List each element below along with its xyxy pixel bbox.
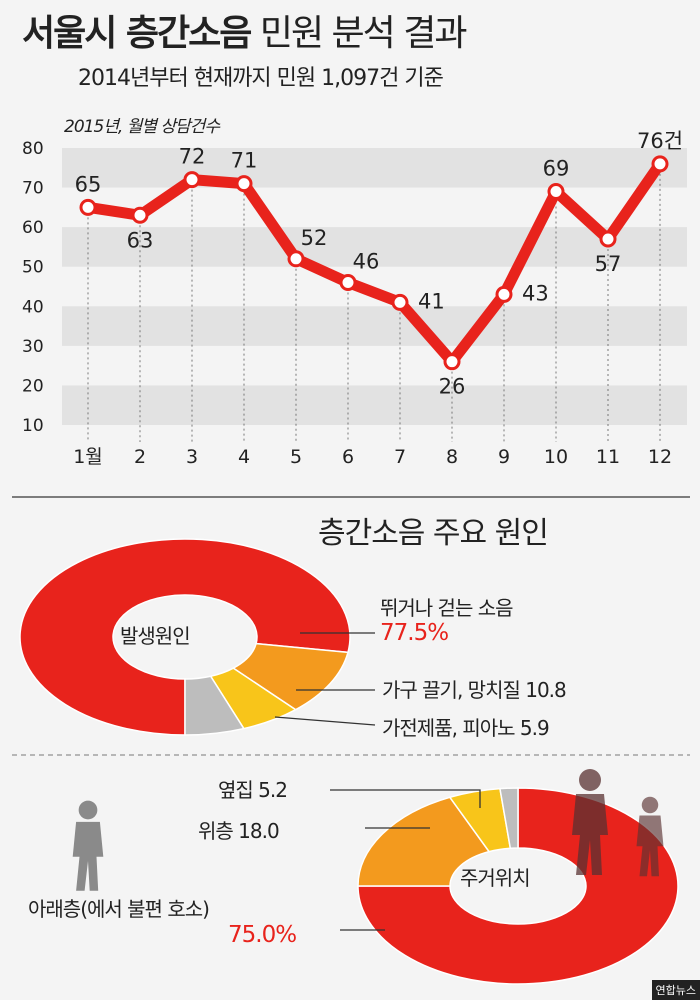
data-label: 43 (522, 281, 549, 305)
data-label: 76건 (637, 129, 683, 153)
y-tick-label: 10 (22, 416, 44, 436)
line-chart-title: 2015년, 월별 상담건수 (64, 117, 220, 137)
data-label: 72 (179, 145, 206, 169)
credit-logo: 연합뉴스 (651, 980, 700, 1000)
data-point (79, 198, 97, 216)
donut-slice (499, 787, 519, 850)
data-point (599, 230, 617, 248)
x-tick-label: 12 (648, 446, 672, 468)
data-label: 63 (127, 228, 154, 252)
data-label: 71 (231, 149, 258, 173)
y-tick-label: 80 (22, 139, 44, 159)
cause-label-furniture: 가구 끌기, 망치질 10.8 (382, 678, 567, 702)
data-point (131, 206, 149, 224)
cause-label-appliance: 가전제품, 피아노 5.9 (382, 716, 550, 740)
x-tick-label: 6 (342, 446, 354, 468)
data-label: 41 (418, 289, 445, 313)
cause-label-jumping: 뛰거나 걷는 소음 (380, 596, 514, 620)
cause-value-jumping: 77.5% (380, 620, 449, 646)
y-tick-label: 30 (22, 337, 44, 357)
data-label: 69 (543, 157, 570, 181)
small-child-silhouette-head (641, 796, 659, 814)
leader-line (274, 716, 376, 726)
donut-slice (184, 675, 246, 736)
data-point (235, 175, 253, 193)
child-silhouette-head (78, 800, 98, 820)
child-silhouette-body (72, 821, 104, 891)
series-line (87, 160, 665, 368)
y-tick-label: 20 (22, 376, 44, 396)
title-bold: 서울시 층간소음 (22, 13, 252, 54)
data-point (287, 250, 305, 268)
y-tick-label: 50 (22, 258, 44, 278)
location-label-downstairs: 아래층(에서 불편 호소) (28, 897, 210, 921)
page-title: 서울시 층간소음 민원 분석 결과 (22, 4, 468, 56)
data-point (651, 155, 669, 173)
location-label-side: 옆집 5.2 (218, 778, 288, 802)
data-label: 52 (301, 226, 328, 250)
data-point (443, 353, 461, 371)
adult-silhouette-head (579, 769, 601, 791)
location-value-downstairs: 75.0% (228, 922, 297, 948)
adult-silhouette-body (572, 794, 608, 875)
data-label: 57 (595, 252, 622, 276)
title-rest: 민원 분석 결과 (259, 13, 468, 54)
x-tick-label: 4 (238, 446, 250, 468)
grid-band (62, 306, 687, 346)
donut1-center-label: 발생원인 (120, 624, 191, 648)
x-tick-label: 10 (544, 446, 568, 468)
donut-slice (357, 796, 491, 887)
data-point (339, 274, 357, 292)
data-point (495, 285, 513, 303)
y-tick-label: 60 (22, 218, 44, 238)
y-tick-label: 70 (22, 179, 44, 199)
leader-line (330, 789, 481, 808)
donut-slice (19, 538, 351, 736)
subtitle: 2014년부터 현재까지 민원 1,097건 기준 (78, 66, 444, 91)
x-tick-label: 3 (186, 446, 198, 468)
data-label: 46 (353, 250, 380, 274)
donut2-center-label: 주거위치 (460, 866, 531, 890)
data-point (547, 183, 565, 201)
location-label-upstairs: 위층 18.0 (198, 819, 280, 843)
grid-band (62, 227, 687, 267)
x-tick-label: 5 (290, 446, 302, 468)
x-tick-label: 11 (596, 446, 620, 468)
small-child-silhouette-body (636, 815, 664, 877)
x-tick-label: 7 (394, 446, 406, 468)
x-tick-label: 2 (134, 446, 146, 468)
grid-band (62, 385, 687, 425)
cause-section-title: 층간소음 주요 원인 (318, 516, 549, 551)
x-tick-label: 9 (498, 446, 510, 468)
x-tick-label: 8 (446, 446, 458, 468)
data-label: 26 (439, 375, 466, 399)
x-tick-label: 1월 (73, 446, 103, 468)
data-point (183, 171, 201, 189)
y-tick-label: 40 (22, 297, 44, 317)
grid-band (62, 148, 687, 188)
data-label: 65 (75, 172, 102, 196)
data-point (391, 293, 409, 311)
